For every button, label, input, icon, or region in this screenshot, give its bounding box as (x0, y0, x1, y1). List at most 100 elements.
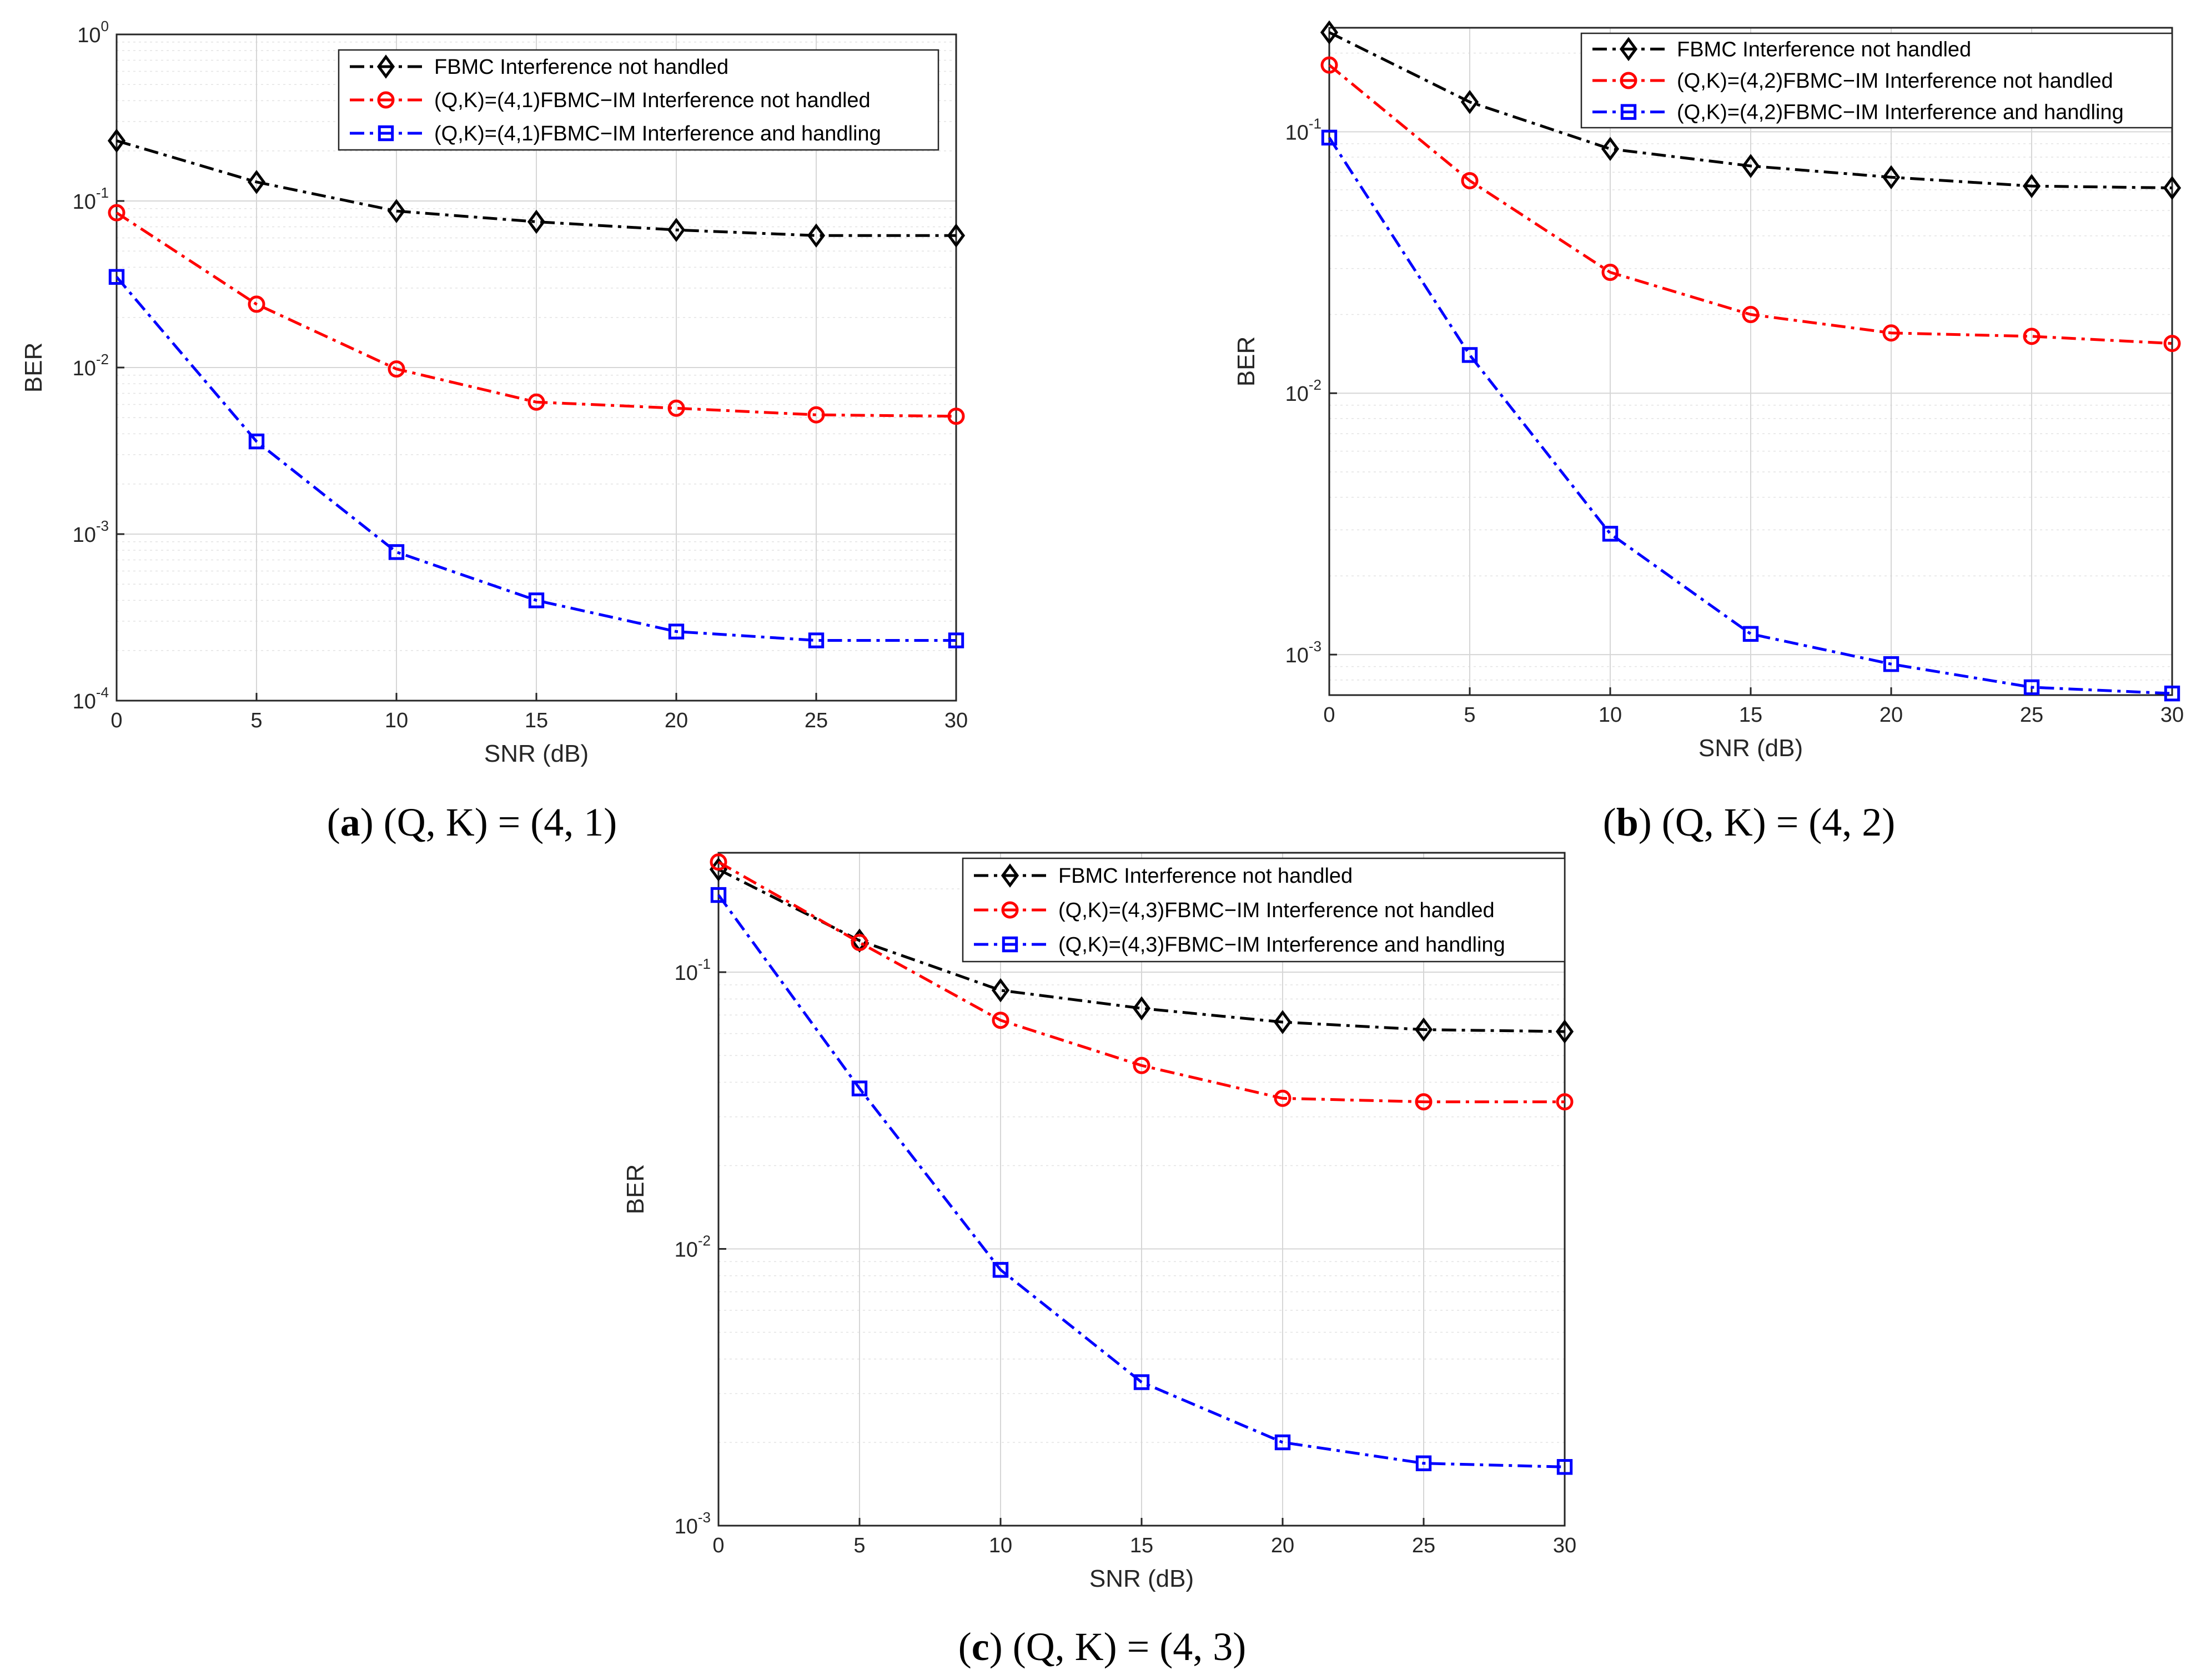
data-point-marker (2163, 335, 2181, 353)
data-point-marker (388, 360, 405, 378)
data-point-marker (992, 1262, 1009, 1278)
legend-entry: (Q,K)=(4,3)FBMC−IM Interference and hand… (1058, 933, 1505, 957)
data-point-marker (1460, 89, 1479, 114)
data-point-marker (1414, 1017, 1433, 1042)
data-point-marker (527, 393, 545, 411)
x-tick-label: 15 (1739, 703, 1762, 727)
y-tick-label: 10-1 (675, 955, 711, 985)
data-point-marker (1602, 526, 1619, 542)
data-point-marker (2023, 679, 2040, 696)
data-point-marker (248, 295, 265, 313)
series-line (717, 861, 1565, 1104)
data-point-marker (1320, 20, 1339, 45)
series-line (116, 139, 956, 237)
legend-marker (1620, 72, 1637, 89)
series-line (115, 212, 957, 418)
series-circle (1320, 56, 2181, 353)
data-point-marker (1882, 324, 1900, 342)
data-point-marker (710, 853, 727, 871)
x-tick-label: 30 (944, 709, 968, 732)
x-tick-label: 20 (665, 709, 688, 732)
data-point-marker (1415, 1093, 1433, 1111)
y-tick-label: 10-3 (73, 517, 109, 547)
data-point-marker (387, 199, 406, 223)
series-line (1328, 64, 2173, 345)
series-circle (108, 204, 965, 425)
legend-entry: (Q,K)=(4,2)FBMC−IM Interference and hand… (1677, 101, 2124, 124)
data-point-marker (1133, 1374, 1150, 1390)
y-tick-label: 10-4 (73, 684, 109, 713)
legend-box (962, 857, 1566, 963)
x-tick-label: 20 (1880, 703, 1903, 727)
x-tick-label: 25 (1412, 1534, 1435, 1557)
data-point-marker (247, 170, 266, 194)
x-tick-label: 30 (2160, 703, 2184, 727)
series-line (115, 276, 956, 642)
data-point-marker (1274, 1089, 1292, 1107)
data-point-marker (1321, 129, 1338, 146)
chart-panel-c: 0 5 10 15 20 25 30 10-1 10-2 10-3 SNR (dB) BER FBMC … (622, 852, 1576, 1669)
legend: FBMC Interference not handled (Q,K)=(4,1)… (338, 49, 939, 151)
legend-marker (377, 91, 395, 109)
data-point-marker (2163, 175, 2182, 200)
data-point-marker (851, 934, 868, 952)
series-line (1328, 137, 2173, 695)
x-tick-label: 0 (712, 1534, 724, 1557)
data-point-marker (667, 399, 685, 417)
data-point-marker (388, 544, 405, 560)
legend: FBMC Interference not handled (Q,K)=(4,2)… (1580, 32, 2173, 129)
legend-box (1580, 32, 2173, 129)
data-point-marker (1556, 1459, 1573, 1475)
x-axis-label: SNR (dB) (484, 740, 589, 767)
y-tick-label: 10-3 (675, 1509, 711, 1538)
legend-entry: FBMC Interference not handled (434, 56, 728, 79)
data-point-marker (2022, 174, 2041, 198)
data-point-marker (248, 433, 265, 450)
x-tick-label: 10 (385, 709, 408, 732)
data-point-marker (1883, 656, 1900, 672)
data-point-marker (1273, 1010, 1292, 1034)
series-line (717, 894, 1565, 1468)
series-diamond (1320, 20, 2182, 200)
y-tick-label: 100 (77, 18, 109, 47)
data-point-marker (1461, 347, 1478, 363)
legend-entry: (Q,K)=(4,2)FBMC−IM Interference not hand… (1677, 69, 2113, 93)
data-point-marker (947, 408, 965, 425)
x-tick-label: 5 (853, 1534, 865, 1557)
legend-marker (1620, 104, 1637, 120)
y-axis-label: BER (622, 1164, 649, 1214)
x-tick-label: 15 (1130, 1534, 1153, 1557)
data-point-marker (528, 592, 545, 608)
data-point-marker (947, 223, 966, 248)
y-axis-label: BER (20, 343, 47, 393)
data-point-marker (1601, 137, 1620, 161)
x-tick-label: 25 (2020, 703, 2043, 727)
y-tick-label: 10-2 (1285, 376, 1321, 406)
x-tick-label: 20 (1271, 1534, 1294, 1557)
legend-marker (1002, 936, 1018, 953)
x-tick-label: 10 (1599, 703, 1622, 727)
data-point-marker (107, 128, 126, 153)
data-point-marker (108, 269, 125, 285)
legend-marker (1001, 863, 1019, 888)
y-tick-label: 10-3 (1285, 638, 1321, 667)
data-point-marker (1461, 172, 1479, 189)
data-point-marker (851, 1080, 868, 1096)
data-point-marker (1742, 626, 1759, 642)
legend-marker (1001, 901, 1019, 919)
legend-marker (1619, 37, 1638, 62)
series-square (108, 269, 964, 648)
data-point-marker (527, 209, 546, 234)
data-point-marker (807, 223, 826, 248)
data-point-marker (108, 204, 125, 222)
legend-entry: (Q,K)=(4,1)FBMC−IM Interference not hand… (434, 89, 871, 112)
legend-entry: (Q,K)=(4,1)FBMC−IM Interference and hand… (434, 122, 881, 145)
chart-panel-b: 0 5 10 15 20 25 30 10-1 10-2 10-3 SNR (dB) BER FBMC … (1233, 20, 2184, 844)
y-tick-label: 10-2 (675, 1233, 711, 1262)
x-axis-label: SNR (dB) (1089, 1565, 1194, 1592)
data-point-marker (667, 218, 686, 242)
data-point-marker (1555, 1019, 1574, 1044)
y-axis-label: BER (1233, 336, 1260, 386)
legend-entry: FBMC Interference not handled (1677, 38, 1971, 61)
